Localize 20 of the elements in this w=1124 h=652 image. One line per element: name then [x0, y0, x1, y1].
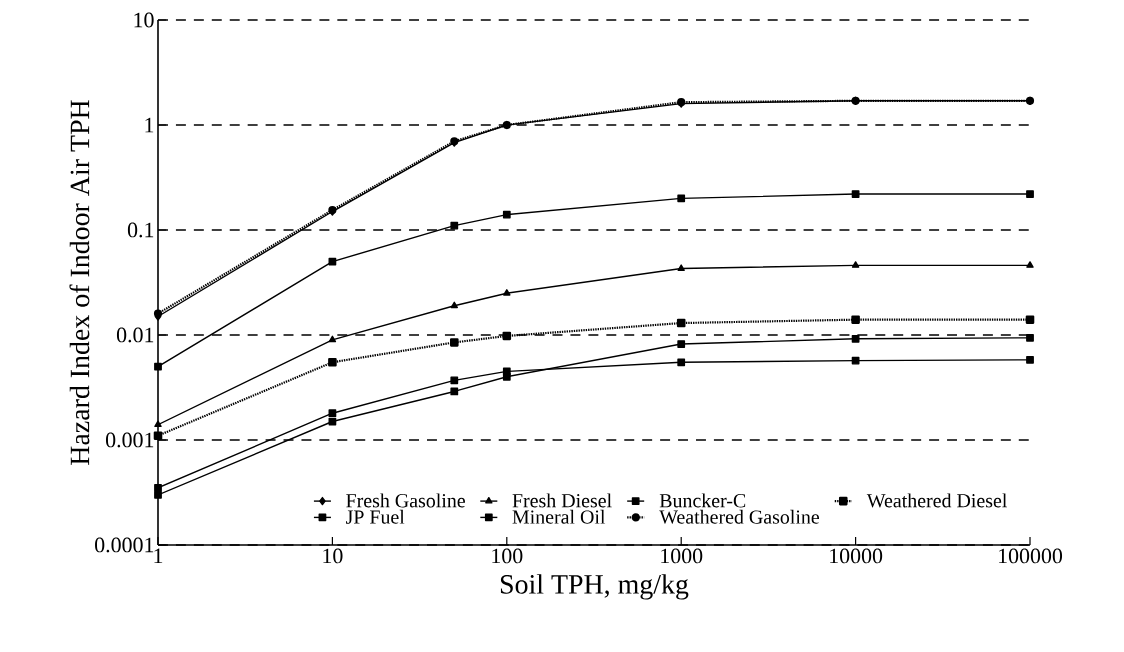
- x-tick-label: 10000: [830, 548, 883, 564]
- y-tick-label: 0.1: [127, 222, 154, 238]
- x-tick-label: 100000: [999, 548, 1063, 564]
- y-tick-label: 0.0001: [95, 537, 154, 553]
- y-axis-title: Hazard Index of Indoor Air TPH: [69, 100, 90, 465]
- y-tick-label: 1: [145, 117, 154, 133]
- legend-label: Buncker-C: [659, 493, 746, 508]
- x-tick-label: 10: [323, 548, 343, 564]
- y-tick-label: 0.01: [116, 327, 154, 343]
- legend-label: Fresh Gasoline: [346, 493, 465, 508]
- y-tick-label: 0.001: [105, 432, 154, 448]
- x-axis-title: Soil TPH, mg/kg: [500, 574, 689, 600]
- legend-label: Weathered Diesel: [866, 493, 1007, 508]
- legend-label: Weathered Gasoline: [659, 509, 820, 524]
- y-tick-label: 10: [134, 12, 154, 28]
- legend-label: JP Fuel: [346, 509, 405, 524]
- x-tick-label: 1000: [661, 548, 703, 564]
- x-tick-label: 100: [492, 548, 523, 564]
- legend-label: Mineral Oil: [512, 509, 606, 524]
- legend-label: Fresh Diesel: [512, 493, 612, 508]
